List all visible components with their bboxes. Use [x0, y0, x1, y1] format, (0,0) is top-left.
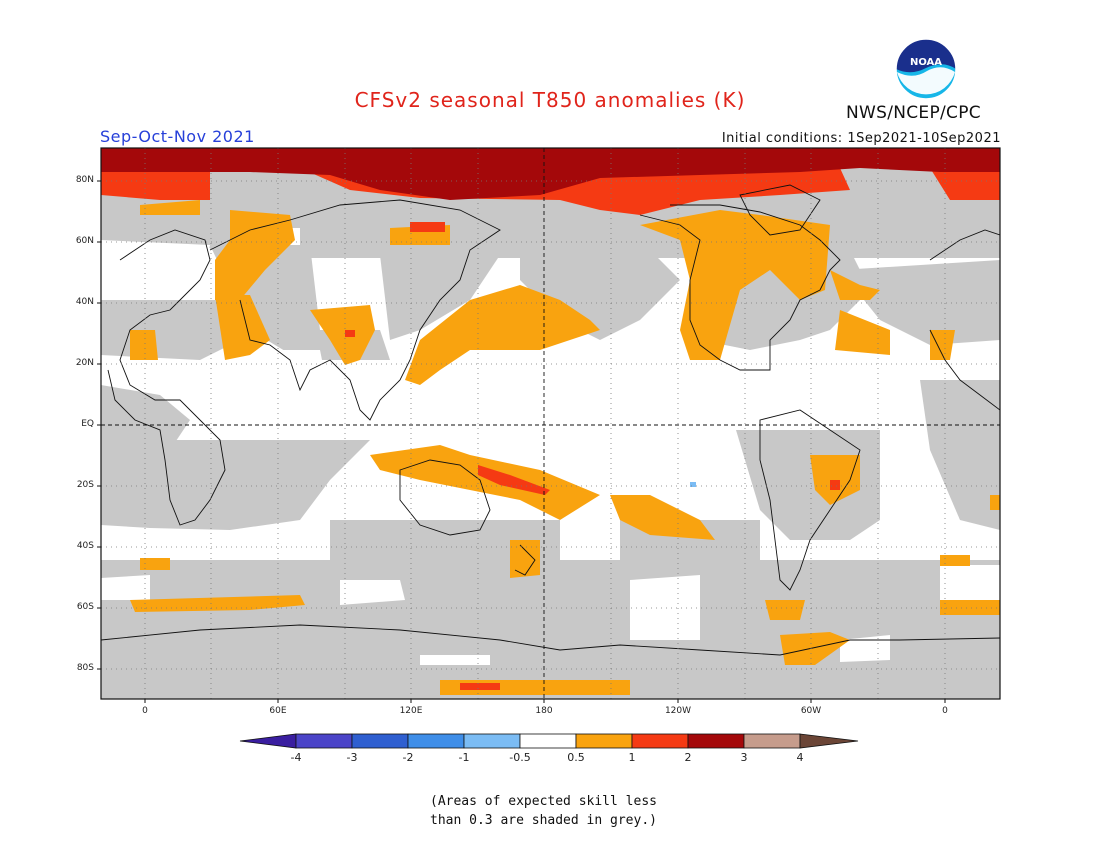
lat-label: 20S	[76, 480, 94, 490]
colorbar-label: 4	[796, 751, 804, 764]
lat-lon-grid	[101, 148, 1000, 699]
lon-label: 60W	[800, 706, 822, 716]
lat-label: 40N	[75, 297, 94, 307]
map-title: CFSv2 seasonal T850 anomalies (K)	[354, 88, 746, 112]
lat-label: 80N	[75, 175, 94, 185]
colorbar-swatch	[463, 733, 521, 749]
warm-anomaly-regions	[130, 200, 1000, 695]
skill-note-line: (Areas of expected skill less	[430, 794, 657, 809]
lat-label: EQ	[81, 419, 94, 429]
colorbar-label: -1	[458, 751, 470, 764]
colorbar-label: 3	[740, 751, 748, 764]
colorbar-label: -4	[290, 751, 302, 764]
colorbar-swatch	[519, 733, 577, 749]
lon-label: 0	[942, 706, 948, 716]
skill-note: (Areas of expected skill less than 0.3 a…	[0, 792, 1100, 830]
svg-text:NOAA: NOAA	[910, 57, 942, 68]
colorbar-label: -3	[346, 751, 358, 764]
colorbar-label: -0.5	[509, 751, 531, 764]
lat-label: 60S	[76, 602, 94, 612]
colorbar-label: -2	[402, 751, 414, 764]
lat-label: 80S	[76, 663, 94, 673]
colorbar-arrow-right	[799, 733, 859, 749]
colorbar-label: 1	[628, 751, 636, 764]
colorbar-label: 2	[684, 751, 692, 764]
colorbar-swatch	[575, 733, 633, 749]
lon-label: 120E	[399, 706, 423, 716]
agency-label: NWS/NCEP/CPC	[846, 103, 981, 123]
colorbar	[239, 733, 859, 749]
colorbar-label: 0.5	[567, 751, 585, 764]
lon-label: 0	[142, 706, 148, 716]
colorbar-swatch	[743, 733, 801, 749]
lon-label: 180	[535, 706, 553, 716]
initial-conditions-label: Initial conditions: 1Sep2021-10Sep2021	[721, 131, 1001, 146]
noaa-logo: NOAA	[895, 38, 957, 100]
lat-label: 20N	[75, 358, 94, 368]
lat-label: 60N	[75, 236, 94, 246]
coastlines	[101, 184, 1000, 656]
colorbar-swatch	[407, 733, 465, 749]
colorbar-arrow-left	[239, 733, 297, 749]
colorbar-swatch	[687, 733, 745, 749]
lon-label: 60E	[269, 706, 287, 716]
colorbar-swatch	[351, 733, 409, 749]
lon-label: 120W	[664, 706, 692, 716]
colorbar-swatch	[631, 733, 689, 749]
lat-label: 40S	[76, 541, 94, 551]
season-label: Sep-Oct-Nov 2021	[100, 127, 255, 146]
map-frame	[100, 147, 1001, 700]
skill-note-line: than 0.3 are shaded in grey.)	[430, 813, 657, 828]
colorbar-swatch	[295, 733, 353, 749]
